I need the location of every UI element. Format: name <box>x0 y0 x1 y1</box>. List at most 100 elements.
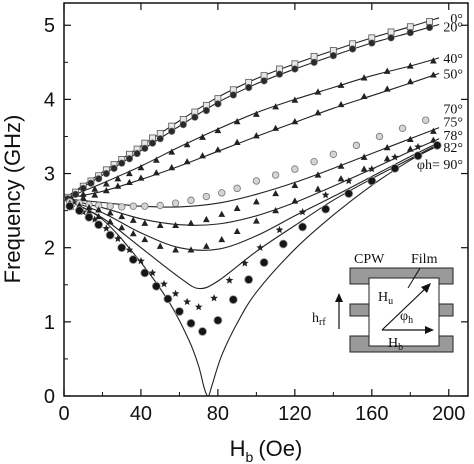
y-axis-title: Frequency (GHz) <box>0 115 25 284</box>
data-point <box>79 194 87 201</box>
data-point <box>429 127 437 134</box>
data-point <box>91 215 99 223</box>
data-point <box>79 190 87 197</box>
hb-arrowhead <box>425 326 434 334</box>
data-point <box>245 83 253 92</box>
data-point <box>218 235 226 243</box>
data-point <box>252 110 260 117</box>
data-point <box>210 294 218 302</box>
series-label: 20° <box>443 21 463 36</box>
data-point <box>352 141 361 150</box>
data-point <box>168 148 176 155</box>
data-point <box>186 318 196 328</box>
data-point <box>125 245 134 254</box>
data-point <box>202 242 210 249</box>
data-point <box>252 177 261 185</box>
y-tick-label: 2 <box>44 238 55 260</box>
data-point <box>387 34 395 42</box>
data-point <box>148 139 157 147</box>
data-point <box>344 189 354 198</box>
fit-curve <box>63 144 440 397</box>
series-label: 70° <box>443 102 463 117</box>
data-point <box>233 184 241 193</box>
x-tick-label: 160 <box>355 403 388 425</box>
data-point <box>348 45 357 53</box>
x-tick-label: 200 <box>432 403 465 425</box>
data-point <box>141 219 149 226</box>
series-labels: 0°20° 40°50° 70°75°78°82° φh= 90° <box>417 12 463 173</box>
cpw-label: CPW <box>354 252 385 267</box>
data-point <box>129 216 137 223</box>
series-label: 50° <box>443 67 463 82</box>
series-label: 40° <box>443 52 463 67</box>
data-point <box>85 204 93 211</box>
hrf-label: hrf <box>312 311 326 328</box>
data-point <box>191 113 199 121</box>
data-point <box>275 225 284 234</box>
data-point <box>390 163 400 173</box>
data-point <box>74 206 84 216</box>
data-point <box>310 157 318 166</box>
data-point <box>133 149 141 158</box>
data-point <box>367 176 377 186</box>
data-point <box>360 92 368 100</box>
film-label: Film <box>411 252 438 267</box>
data-point <box>152 156 160 163</box>
data-point <box>425 23 434 32</box>
data-point <box>129 230 137 237</box>
data-point <box>291 118 299 125</box>
data-point <box>383 143 391 151</box>
x-tick-label: 40 <box>130 403 152 425</box>
data-point <box>85 208 93 215</box>
data-point <box>321 191 330 199</box>
data-point <box>114 175 122 182</box>
data-point <box>213 315 223 325</box>
data-point <box>429 71 437 78</box>
data-points <box>64 18 442 336</box>
y-tick-label: 5 <box>44 15 55 37</box>
data-point <box>160 280 168 288</box>
data-point <box>252 217 260 224</box>
data-point <box>91 185 99 192</box>
data-point <box>337 100 345 108</box>
data-point <box>183 297 191 306</box>
data-point <box>65 201 75 211</box>
data-point <box>406 29 414 37</box>
data-point <box>183 141 191 148</box>
data-point <box>256 243 264 251</box>
data-point <box>329 52 337 60</box>
data-point <box>310 52 318 60</box>
data-point <box>252 132 260 139</box>
data-point <box>291 181 299 189</box>
data-point <box>275 70 284 78</box>
data-point <box>187 246 195 253</box>
data-point <box>228 295 238 305</box>
data-point <box>102 169 110 178</box>
fit-curve <box>63 141 440 251</box>
data-point <box>414 142 422 151</box>
data-point <box>118 212 126 220</box>
data-point <box>406 78 414 85</box>
data-point <box>148 268 157 277</box>
fit-curve <box>63 17 440 200</box>
data-point <box>383 155 391 162</box>
data-point <box>128 255 138 264</box>
data-point <box>95 206 103 213</box>
data-point <box>337 175 345 182</box>
data-point <box>321 204 331 214</box>
fit-curve <box>63 143 440 290</box>
data-point <box>156 242 164 249</box>
y-tick-label: 3 <box>44 164 55 186</box>
data-point <box>84 212 94 222</box>
data-point <box>171 289 180 297</box>
data-point <box>406 135 414 143</box>
data-point <box>337 81 345 88</box>
data-point <box>310 58 318 66</box>
data-point <box>314 171 322 178</box>
data-point <box>137 257 145 265</box>
data-point <box>95 175 103 183</box>
y-tick-label: 4 <box>44 89 55 111</box>
data-point <box>214 146 222 153</box>
y-tick-label: 1 <box>44 312 55 334</box>
